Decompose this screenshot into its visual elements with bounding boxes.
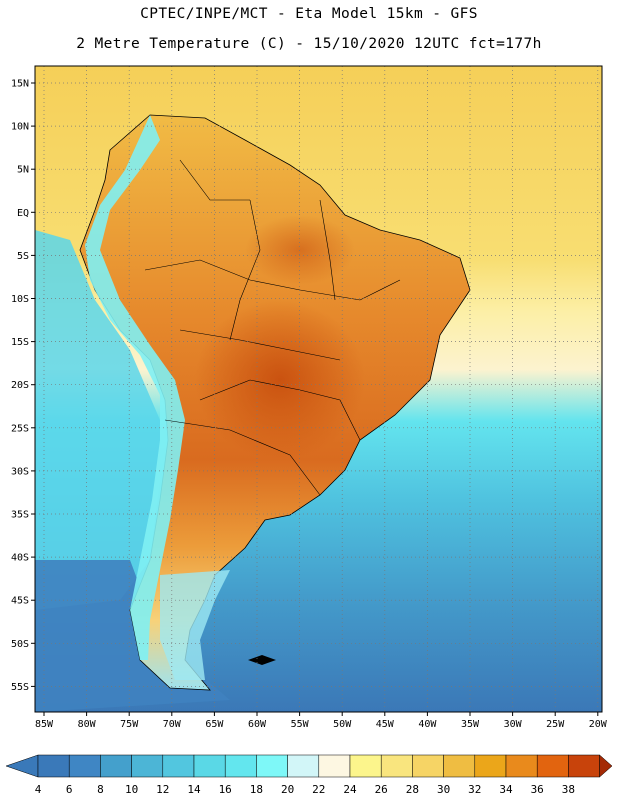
heat-core — [195, 300, 365, 460]
country-borders — [144, 159, 401, 496]
lat-label: 10S — [11, 294, 29, 305]
colorbar-label: 6 — [66, 783, 73, 796]
lon-label: 75W — [120, 719, 139, 730]
colorbar-label: 4 — [35, 783, 42, 796]
colorbar-label: 36 — [531, 783, 544, 796]
lon-label: 30W — [504, 719, 523, 730]
lat-label: 35S — [11, 510, 29, 521]
colorbar-label: 32 — [468, 783, 481, 796]
colorbar-label: 22 — [312, 783, 325, 796]
colorbar-label: 16 — [219, 783, 232, 796]
colorbar-swatch — [412, 754, 444, 778]
colorbar-swatch — [505, 754, 538, 778]
colorbar: 4 6 8 10 12 14 16 18 20 22 24 26 28 30 32 34 36 38 — [5, 754, 613, 796]
map-frame — [34, 65, 603, 713]
lon-label: 85W — [35, 719, 54, 730]
lat-label: 10N — [11, 122, 29, 133]
lon-label: 80W — [78, 719, 97, 730]
colorbar-label: 34 — [499, 783, 513, 796]
lon-label: 50W — [333, 719, 352, 730]
lat-label: 45S — [11, 596, 29, 607]
amazon-heat — [245, 215, 355, 285]
lat-label: 15N — [11, 79, 29, 90]
colorbar-label: 12 — [156, 783, 169, 796]
colorbar-swatch — [568, 754, 600, 778]
pacific-cool-tongue — [35, 230, 160, 610]
colorbar-label: 26 — [375, 783, 388, 796]
colorbar-label: 28 — [406, 783, 419, 796]
lon-label: 65W — [205, 719, 224, 730]
lon-label: 40W — [418, 719, 437, 730]
colorbar-swatch — [37, 754, 70, 778]
colorbar-label: 30 — [437, 783, 450, 796]
lat-label: 50S — [11, 639, 29, 650]
lon-label: 55W — [291, 719, 310, 730]
colorbar-swatch — [474, 754, 507, 778]
colorbar-swatch — [318, 754, 351, 778]
lat-label: 5S — [17, 251, 29, 262]
lon-label: 35W — [461, 719, 480, 730]
colorbar-swatch — [380, 754, 413, 778]
lon-label: 45W — [376, 719, 395, 730]
colorbar-arrow-right — [599, 754, 613, 778]
lat-label: 40S — [11, 553, 29, 564]
colorbar-swatch — [162, 754, 195, 778]
colorbar-label: 24 — [343, 783, 357, 796]
colorbar-swatch — [68, 754, 101, 778]
map-title: CPTEC/INPE/MCT - Eta Model 15km - GFS — [140, 6, 478, 22]
latitude-labels: 15N 10N 5N EQ 5S 10S 15S 20S 25S 30S 35S 40S 45S 50S 5… — [11, 79, 35, 693]
lat-label: 5N — [17, 165, 29, 176]
lon-label: 25W — [546, 719, 565, 730]
lat-label: 55S — [11, 682, 29, 693]
colorbar-label: 38 — [562, 783, 575, 796]
map-subtitle: 2 Metre Temperature (C) - 15/10/2020 12U… — [76, 36, 542, 52]
longitude-labels: 85W 80W 75W 70W 65W 60W 55W 50W 45W 40W 35W 30W 25W 2… — [35, 712, 608, 730]
colorbar-label: 18 — [250, 783, 263, 796]
falkland-islands — [248, 655, 276, 665]
colorbar-swatch — [131, 754, 164, 778]
colorbar-swatch — [224, 754, 257, 778]
lon-label: 20W — [589, 719, 608, 730]
graticule — [35, 66, 602, 712]
lat-label: 15S — [11, 337, 29, 348]
lat-label: 30S — [11, 466, 29, 477]
lat-label: EQ — [17, 208, 29, 219]
colorbar-label: 20 — [281, 783, 294, 796]
colorbar-swatch — [443, 754, 476, 778]
lat-label: 20S — [11, 380, 29, 391]
colorbar-label: 10 — [125, 783, 138, 796]
colorbar-arrow-left — [5, 754, 39, 778]
colorbar-label: 14 — [187, 783, 201, 796]
patagonia-cool — [160, 570, 230, 680]
colorbar-label: 8 — [97, 783, 104, 796]
colorbar-swatch — [256, 754, 288, 778]
andes-cool-strip — [85, 115, 185, 660]
colorbar-swatch — [287, 754, 320, 778]
lat-label: 25S — [11, 423, 29, 434]
colorbar-swatch — [536, 754, 569, 778]
lon-label: 60W — [248, 719, 267, 730]
colorbar-swatch — [100, 754, 132, 778]
colorbar-swatch — [193, 754, 226, 778]
lon-label: 70W — [163, 719, 182, 730]
colorbar-swatch — [349, 754, 382, 778]
